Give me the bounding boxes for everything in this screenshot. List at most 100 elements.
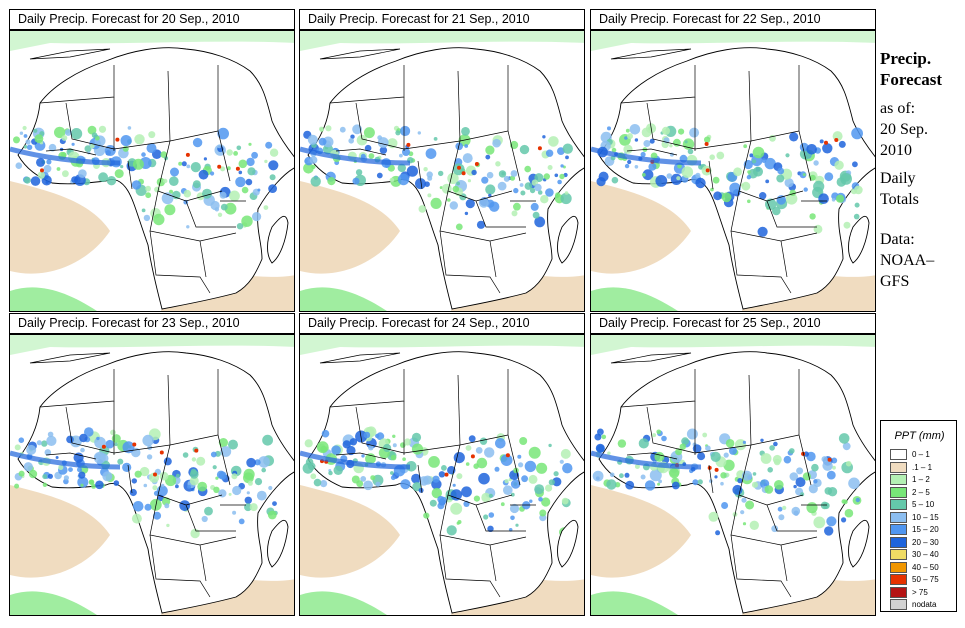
legend-swatch	[890, 524, 907, 535]
panel-title: Daily Precip. Forecast for 22 Sep., 2010	[590, 9, 876, 30]
north-rain	[300, 31, 584, 51]
precip-field	[302, 426, 573, 538]
legend-label: 20 – 30	[912, 537, 939, 547]
madagascar-outline	[557, 519, 579, 568]
precip-map	[9, 334, 295, 616]
data-source-name: NOAA–	[880, 252, 935, 269]
itcz-band	[10, 146, 121, 166]
legend-item: 40 – 50	[890, 561, 956, 573]
legend-swatch	[890, 586, 907, 598]
daily-totals-line1: Daily	[880, 170, 916, 187]
itcz-band	[300, 450, 411, 470]
legend-item: nodata	[890, 599, 956, 610]
africa-map	[591, 31, 875, 311]
spain-outline	[319, 48, 401, 60]
dry-area	[10, 181, 110, 274]
itcz-band	[10, 450, 121, 470]
spain-outline	[610, 352, 692, 364]
africa-map	[300, 335, 584, 615]
as-of-date: as of: 20 Sep. 2010	[880, 98, 965, 161]
ocean-rain	[300, 591, 387, 615]
madagascar-outline	[557, 215, 579, 264]
legend-item: 2 – 5	[890, 486, 956, 498]
legend-swatch	[890, 474, 907, 485]
data-source: Data: NOAA– GFS	[880, 229, 965, 292]
legend-item: > 75	[890, 586, 956, 598]
precip-map	[299, 334, 585, 616]
legend-label: 10 – 15	[912, 512, 939, 522]
legend-item: 0 – 1	[890, 449, 956, 460]
africa-outline	[17, 47, 294, 310]
africa-map	[10, 31, 294, 311]
daily-totals-line2: Totals	[880, 191, 919, 208]
precip-map	[299, 30, 585, 312]
panel-title: Daily Precip. Forecast for 24 Sep., 2010	[299, 313, 585, 334]
africa-outline	[307, 351, 584, 614]
dry-area	[300, 181, 400, 274]
panel-title: Daily Precip. Forecast for 21 Sep., 2010	[299, 9, 585, 30]
legend-swatch	[890, 599, 907, 610]
ocean-rain	[591, 287, 678, 311]
legend-swatch	[890, 536, 907, 548]
legend-label: 40 – 50	[912, 562, 939, 572]
legend-swatch	[890, 549, 907, 560]
spain-outline	[29, 48, 111, 60]
africa-map	[591, 335, 875, 615]
as-of-label: as of:	[880, 100, 916, 117]
legend-item: 50 – 75	[890, 574, 956, 585]
legend-label: > 75	[912, 587, 928, 597]
as-of-date-line: 20 Sep.	[880, 121, 928, 138]
ocean-rain	[300, 287, 387, 311]
spain-outline	[29, 352, 111, 364]
dry-area	[591, 485, 691, 578]
legend-swatch	[890, 574, 907, 585]
precip-field	[13, 125, 279, 230]
legend-label: 15 – 20	[912, 525, 939, 534]
ocean-rain	[10, 591, 97, 615]
itcz-band	[591, 146, 702, 166]
itcz-band	[591, 450, 702, 470]
legend-swatch	[890, 486, 907, 498]
africa-map	[300, 31, 584, 311]
legend-label: 2 – 5	[912, 487, 930, 497]
sidebar-title-line2: Forecast	[880, 70, 942, 89]
panel-title: Daily Precip. Forecast for 23 Sep., 2010	[9, 313, 295, 334]
data-source-label: Data:	[880, 231, 915, 248]
ocean-rain	[10, 287, 97, 311]
legend-label: 30 – 40	[912, 550, 939, 559]
north-rain	[300, 335, 584, 355]
sidebar-title-line1: Precip.	[880, 49, 932, 68]
dry-area	[300, 485, 400, 578]
spain-outline	[610, 48, 692, 60]
spain-outline	[319, 352, 401, 364]
precip-map	[590, 334, 876, 616]
dry-area	[10, 485, 110, 578]
data-source-model: GFS	[880, 273, 910, 290]
north-rain	[591, 335, 875, 355]
legend-item: 30 – 40	[890, 549, 956, 560]
legend-swatch	[890, 499, 907, 510]
africa-map	[10, 335, 294, 615]
madagascar-outline	[267, 519, 289, 568]
sidebar-title: Precip. Forecast	[880, 48, 965, 90]
precip-legend: PPT (mm) 0 – 1 .1 – 1 1 – 2 2 – 5 5 – 10 10 –…	[880, 420, 957, 612]
as-of-year: 2010	[880, 142, 912, 159]
legend-item: 10 – 15	[890, 511, 956, 523]
panel-title: Daily Precip. Forecast for 25 Sep., 2010	[590, 313, 876, 334]
legend-label: .1 – 1	[912, 462, 933, 472]
precip-field	[596, 123, 863, 237]
legend-swatch	[890, 449, 907, 460]
ocean-rain	[591, 591, 678, 615]
legend-item: 5 – 10	[890, 499, 956, 510]
north-rain	[10, 31, 294, 51]
precip-map	[590, 30, 876, 312]
legend-swatch	[890, 461, 907, 473]
north-rain	[10, 335, 294, 355]
north-rain	[591, 31, 875, 51]
precip-field	[303, 124, 573, 231]
africa-outline	[307, 47, 584, 310]
legend-label: nodata	[912, 600, 937, 609]
legend-label: 5 – 10	[912, 500, 935, 509]
legend-label: 1 – 2	[912, 475, 930, 484]
legend-item: 1 – 2	[890, 474, 956, 485]
